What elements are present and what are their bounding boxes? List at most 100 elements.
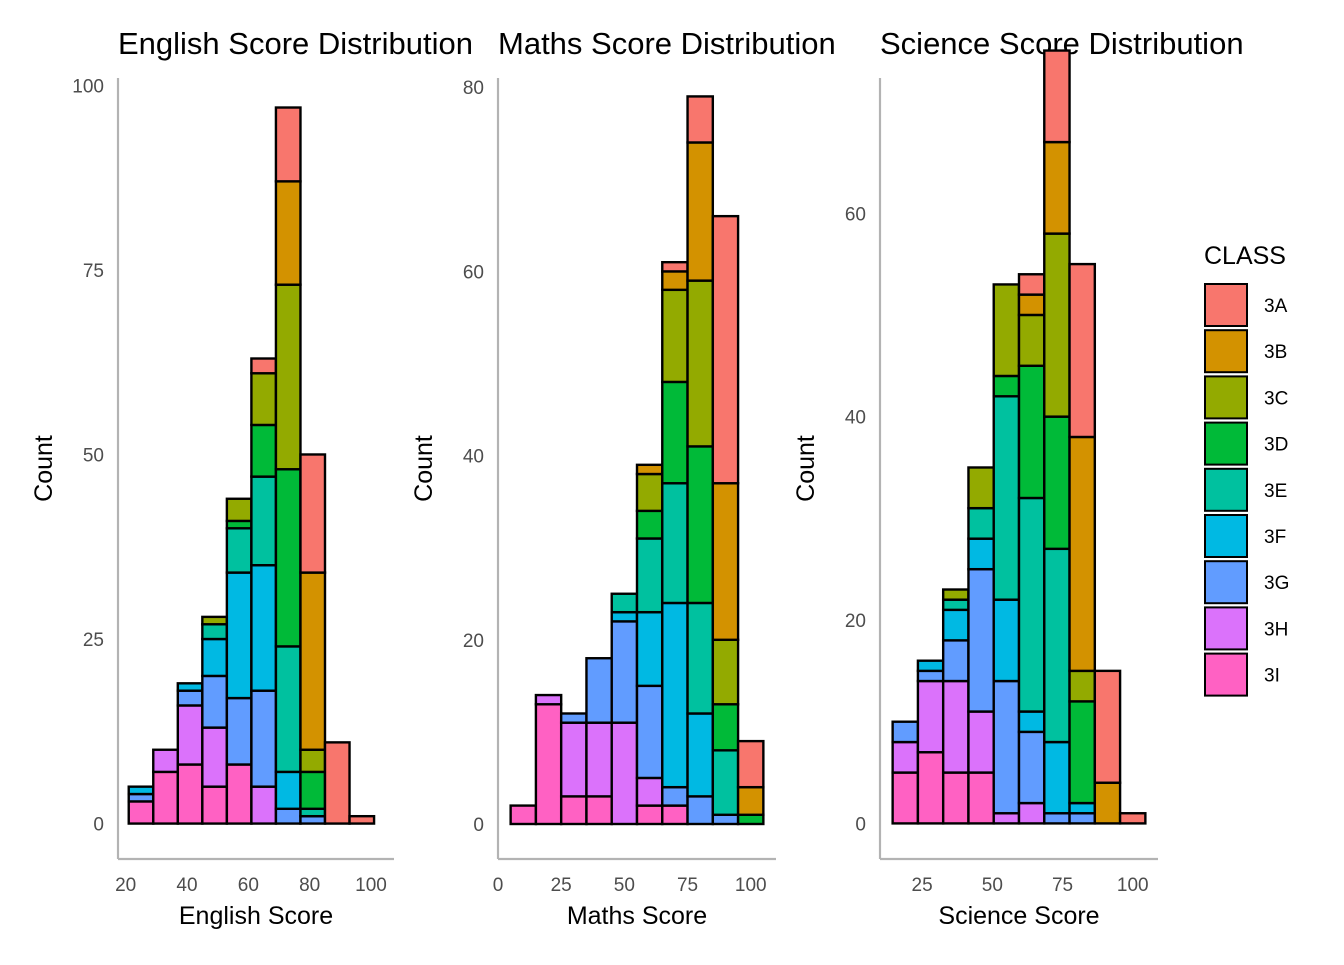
bar-segment-3e bbox=[1017, 496, 1046, 713]
y-tick-label: 75 bbox=[83, 261, 104, 282]
bar-segment-3b bbox=[299, 571, 327, 751]
x-axis-label: Science Score bbox=[938, 902, 1099, 930]
bar-segment-3g bbox=[711, 813, 740, 826]
bar-segment-3e bbox=[274, 645, 302, 774]
bar-segment-3h bbox=[1017, 801, 1046, 825]
bar-segment-3a bbox=[1017, 273, 1046, 296]
legend-label-3h: 3H bbox=[1264, 619, 1288, 640]
legend-label-3e: 3E bbox=[1264, 481, 1287, 502]
bar-segment-3i bbox=[225, 763, 253, 825]
bar-segment-3e bbox=[225, 527, 253, 574]
legend-swatch-3d bbox=[1204, 421, 1248, 466]
bar-segment-3d bbox=[736, 813, 765, 826]
bar-segment-3a bbox=[323, 741, 351, 825]
bar-segment-3g bbox=[585, 657, 613, 724]
bar-segment-3c bbox=[1017, 313, 1046, 367]
legend-label-3d: 3D bbox=[1264, 435, 1288, 456]
bar-segment-3i bbox=[127, 800, 155, 825]
bar-segment-3f bbox=[201, 637, 229, 678]
x-axis-label: English Score bbox=[179, 902, 333, 930]
bar-segment-3h bbox=[992, 812, 1021, 825]
bar-segment-3a bbox=[1118, 812, 1147, 825]
bar-segment-3i bbox=[891, 771, 920, 825]
bar-segment-3c bbox=[941, 588, 970, 601]
bar-segment-3c bbox=[225, 497, 253, 523]
bar-segment-3e bbox=[635, 537, 664, 614]
bar-segment-3g bbox=[1043, 812, 1071, 825]
bar-segment-3b bbox=[274, 180, 302, 286]
bar-segment-3c bbox=[661, 288, 689, 384]
bar-segment-3g bbox=[250, 689, 278, 788]
bar-segment-3g bbox=[1017, 730, 1046, 805]
bar-segment-3f bbox=[225, 571, 253, 700]
bar-segment-3g bbox=[201, 674, 229, 729]
x-tick-label: 25 bbox=[912, 875, 933, 896]
y-tick-label: 0 bbox=[473, 815, 484, 836]
bar-segment-3d bbox=[686, 445, 715, 605]
y-tick-label: 50 bbox=[83, 445, 104, 466]
y-tick-label: 100 bbox=[72, 76, 104, 97]
bar-segment-3a bbox=[736, 739, 765, 789]
bar-segment-3e bbox=[201, 623, 229, 641]
bar-segment-3g bbox=[686, 795, 715, 826]
bar-segment-3g bbox=[967, 567, 995, 713]
bar-segment-3f bbox=[250, 564, 278, 692]
legend-swatch-3i bbox=[1204, 652, 1248, 697]
legend-swatch-3e bbox=[1204, 467, 1248, 512]
bar-segment-3d bbox=[274, 468, 302, 648]
legend-swatch-3f bbox=[1204, 514, 1248, 558]
bar-segment-3c bbox=[711, 638, 740, 706]
bar-segment-3a bbox=[348, 814, 376, 825]
bar-segment-3c bbox=[967, 466, 995, 510]
bar-segment-3c bbox=[992, 283, 1021, 378]
bar-segment-3i bbox=[534, 703, 563, 826]
bar-segment-3d bbox=[250, 423, 278, 478]
bar-segment-3f bbox=[992, 598, 1021, 683]
bar-segment-3h bbox=[916, 679, 945, 754]
y-tick-label: 60 bbox=[845, 204, 866, 225]
bar-segment-3c bbox=[1043, 232, 1071, 418]
bar-segment-3i bbox=[176, 763, 204, 825]
bar-segment-3h bbox=[559, 721, 588, 798]
bar-segment-3d bbox=[1017, 364, 1046, 500]
bar-segment-3f bbox=[635, 610, 664, 688]
y-tick-label: 20 bbox=[463, 631, 484, 652]
bar-segment-3i bbox=[509, 804, 538, 826]
bar-segment-3g bbox=[610, 620, 639, 724]
legend-swatch-3b bbox=[1204, 329, 1248, 374]
bar-segment-3b bbox=[1043, 140, 1071, 235]
bar-segment-3h bbox=[534, 693, 563, 706]
legend-label-3a: 3A bbox=[1264, 296, 1288, 317]
bar-segment-3a bbox=[1043, 49, 1071, 144]
bar-segment-3g bbox=[274, 807, 302, 825]
bar-segment-3h bbox=[585, 721, 613, 798]
legend-swatch-3a bbox=[1204, 283, 1248, 327]
bar-segment-3f bbox=[176, 682, 204, 692]
x-tick-label: 100 bbox=[735, 875, 767, 896]
bar-segment-3e bbox=[992, 395, 1021, 601]
bar-segment-3d bbox=[1043, 415, 1071, 551]
bar-segment-3i bbox=[941, 771, 970, 825]
bar-segment-3f bbox=[916, 659, 945, 673]
bar-segment-3h bbox=[152, 748, 179, 774]
bar-segment-3c bbox=[274, 283, 302, 471]
x-tick-label: 100 bbox=[1117, 875, 1149, 896]
bar-segment-3a bbox=[1093, 669, 1122, 784]
bar-segment-3g bbox=[225, 696, 253, 766]
bar-segment-3b bbox=[711, 482, 740, 642]
x-tick-label: 75 bbox=[677, 875, 698, 896]
x-axis-label: Maths Score bbox=[567, 902, 707, 930]
bar-segment-3h bbox=[201, 726, 229, 788]
bar-segment-3g bbox=[941, 639, 970, 683]
bar-segment-3c bbox=[686, 279, 715, 448]
bar-segment-3h bbox=[250, 785, 278, 825]
bar-segment-3i bbox=[585, 795, 613, 826]
bar-segment-3a bbox=[711, 214, 740, 485]
bar-segment-3e bbox=[610, 592, 639, 614]
bar-segment-3i bbox=[152, 770, 179, 825]
bar-segment-3h bbox=[176, 704, 204, 766]
bar-segment-3d bbox=[992, 374, 1021, 398]
bar-segment-3a bbox=[1068, 262, 1097, 439]
